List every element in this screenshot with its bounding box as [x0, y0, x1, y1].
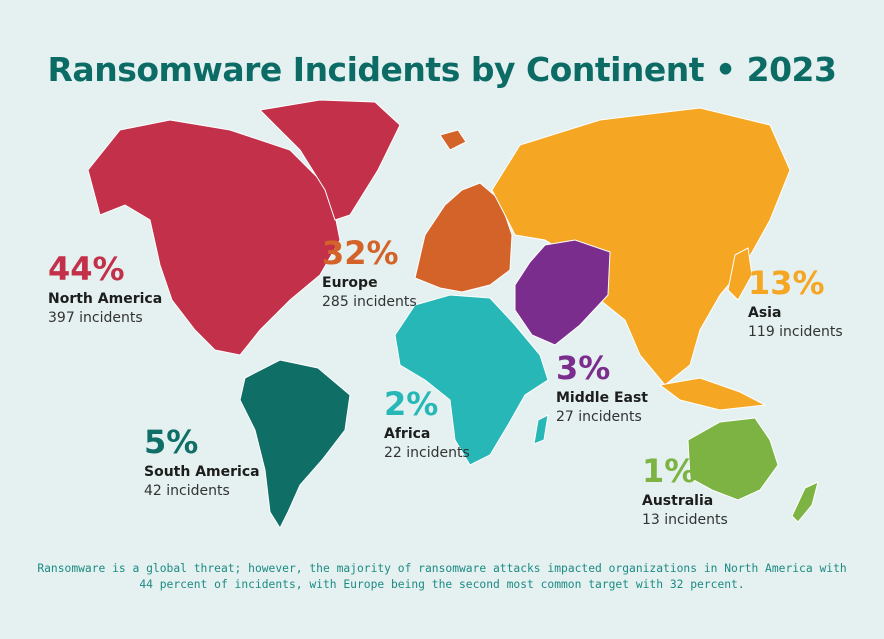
new-zealand-shape	[791, 481, 819, 523]
name-north-america: North America	[48, 291, 163, 307]
count-europe: 285 incidents	[322, 294, 417, 310]
count-asia: 119 incidents	[748, 324, 843, 340]
north-america-shape	[87, 119, 341, 356]
africa-shape	[394, 294, 549, 466]
name-europe: Europe	[322, 275, 378, 291]
count-africa: 22 incidents	[384, 445, 470, 461]
percent-australia: 1%	[642, 452, 697, 490]
percent-middle-east: 3%	[556, 349, 611, 387]
count-north-america: 397 incidents	[48, 310, 143, 326]
label-asia: 13% Asia 119 incidents	[748, 267, 843, 340]
percent-north-america: 44%	[48, 250, 125, 288]
label-north-america: 44% North America 397 incidents	[48, 253, 162, 326]
label-middle-east: 3% Middle East 27 incidents	[556, 352, 648, 425]
name-asia: Asia	[748, 305, 782, 321]
name-middle-east: Middle East	[556, 390, 648, 406]
japan-shape	[727, 247, 753, 301]
iceland-shape	[439, 129, 467, 151]
percent-south-america: 5%	[144, 423, 199, 461]
name-africa: Africa	[384, 426, 431, 442]
europe-shape	[414, 182, 513, 293]
asia-shape	[491, 107, 791, 386]
label-australia: 1% Australia 13 incidents	[642, 455, 728, 528]
australia-shape	[687, 417, 779, 501]
percent-africa: 2%	[384, 385, 439, 423]
label-africa: 2% Africa 22 incidents	[384, 388, 470, 461]
middle-east-shape	[514, 239, 611, 346]
greenland-shape	[258, 99, 401, 221]
count-middle-east: 27 incidents	[556, 409, 642, 425]
footnote: Ransomware is a global threat; however, …	[37, 562, 847, 591]
south-america-shape	[239, 359, 351, 530]
map-title: Ransomware Incidents by Continent • 2023	[47, 50, 837, 89]
percent-asia: 13%	[748, 264, 825, 302]
count-australia: 13 incidents	[642, 512, 728, 528]
name-australia: Australia	[642, 493, 714, 509]
label-south-america: 5% South America 42 incidents	[144, 426, 260, 499]
indonesia-shape	[658, 377, 767, 411]
name-south-america: South America	[144, 464, 260, 480]
label-europe: 32% Europe 285 incidents	[322, 237, 417, 310]
count-south-america: 42 incidents	[144, 483, 230, 499]
percent-europe: 32%	[322, 234, 399, 272]
madagascar-shape	[533, 414, 549, 445]
